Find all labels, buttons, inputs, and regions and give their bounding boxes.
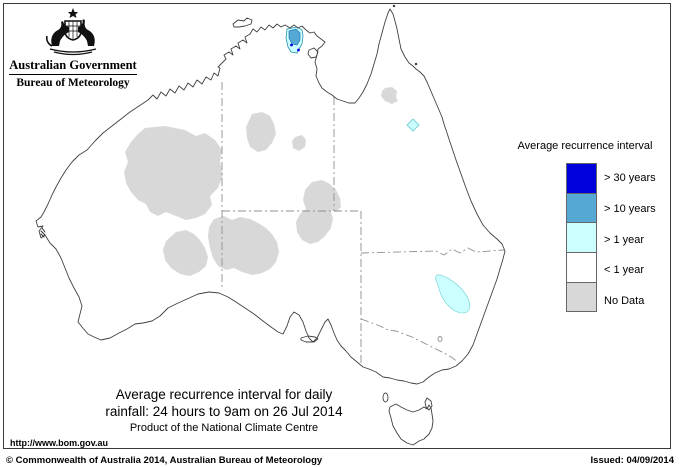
lake-nsw xyxy=(437,336,443,342)
legend-swatch-gt1yr xyxy=(566,222,597,254)
legend-title: Average recurrence interval xyxy=(517,140,653,152)
recurrence-patches xyxy=(285,26,471,314)
legend-label-lt1yr: < 1 year xyxy=(604,264,645,276)
copyright-text: © Commonwealth of Australia 2014, Austra… xyxy=(6,455,323,466)
bom-url: http://www.bom.gov.au xyxy=(10,438,108,448)
legend-swatch-lt1yr xyxy=(566,252,597,283)
legend-swatch-column xyxy=(566,163,597,313)
state-borders xyxy=(221,82,505,366)
nodata-patch-sw xyxy=(163,230,208,276)
nodata-patch-sa xyxy=(208,216,279,275)
legend-swatch-gt10yr xyxy=(566,192,597,224)
nodata-patch-nt-small xyxy=(292,135,306,151)
nodata-patch-nt xyxy=(246,112,276,152)
nodata-patch-capeyork xyxy=(381,87,398,104)
island-kangaroo xyxy=(300,335,319,343)
bom-logo: Australian Government Bureau of Meteorol… xyxy=(5,6,141,90)
island-groote xyxy=(307,47,319,59)
island-flinders xyxy=(424,397,433,411)
patch-topend-gt10yr xyxy=(288,28,301,46)
island-dot-torres xyxy=(392,4,396,8)
legend-swatch-nodata xyxy=(566,281,597,313)
island-king xyxy=(382,392,389,403)
border-qld-nsw xyxy=(360,247,505,256)
coastline-mainland xyxy=(35,8,506,385)
sharkbay-marks xyxy=(40,227,46,238)
spot-topend-gt30yr-2 xyxy=(297,48,300,52)
nodata-patch-corner xyxy=(296,180,341,244)
legend-swatch-gt30yr xyxy=(566,163,597,194)
logo-dept-text: Bureau of Meteorology xyxy=(16,77,130,89)
issued-date: Issued: 04/09/2014 xyxy=(590,455,674,466)
legend-label-gt30yr: > 30 years xyxy=(604,172,656,184)
coastline-tasmania xyxy=(388,403,434,446)
nodata-patches xyxy=(124,87,398,276)
legend-label-gt10yr: > 10 years xyxy=(604,203,656,215)
logo-divider xyxy=(9,74,137,75)
caption-line1: Average recurrence interval for daily xyxy=(115,387,333,402)
spot-topend-gt30yr-1 xyxy=(290,43,293,47)
australian-coat-of-arms-icon xyxy=(45,8,97,56)
nodata-patch-wa xyxy=(124,126,223,220)
coastlines xyxy=(35,4,506,446)
legend-label-gt1yr: > 1 year xyxy=(604,234,645,246)
patch-qld-gt1yr xyxy=(406,118,420,132)
patch-nsw-gt1yr xyxy=(435,274,471,314)
map-caption: Average recurrence interval for daily ra… xyxy=(74,386,374,435)
island-dot-qld xyxy=(414,62,418,66)
legend-label-nodata: No Data xyxy=(604,295,645,307)
logo-org-text: Australian Government xyxy=(9,58,137,72)
border-nsw-vic xyxy=(360,318,459,363)
caption-line2: rainfall: 24 hours to 9am on 26 Jul 2014 xyxy=(105,404,343,419)
island-tiwi xyxy=(232,17,253,28)
caption-line3: Product of the National Climate Centre xyxy=(129,422,319,434)
map-frame xyxy=(3,3,671,449)
